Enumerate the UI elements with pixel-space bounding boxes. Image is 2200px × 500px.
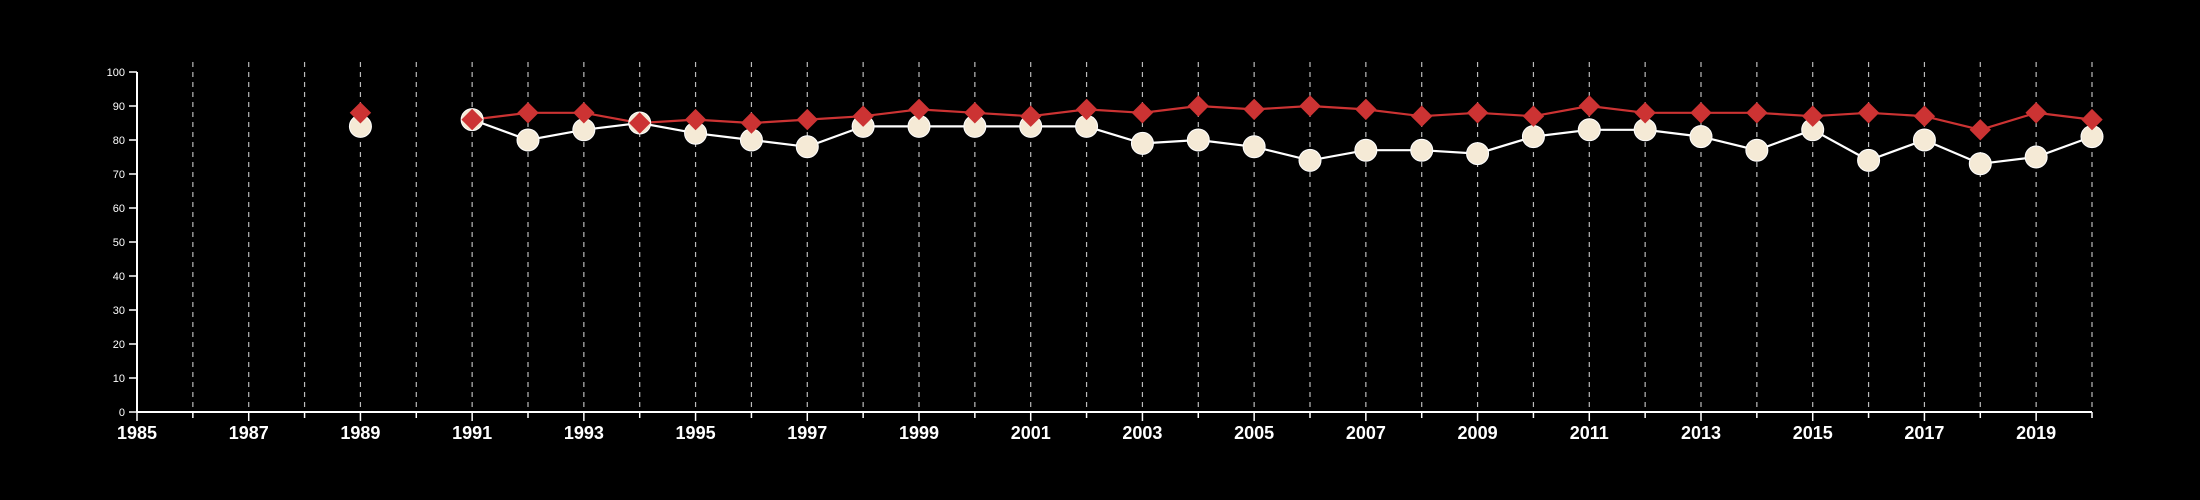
x-tick-label-2005: 2005	[1234, 423, 1274, 443]
point-circle-2009	[1466, 142, 1490, 166]
x-tick-label-2017: 2017	[1904, 423, 1944, 443]
series-0-markers	[349, 95, 2103, 141]
point-diamond-1998	[852, 105, 874, 127]
point-diamond-2018	[1969, 119, 1991, 141]
vertical-gridlines	[192, 62, 2093, 412]
y-tick-label-30: 30	[113, 305, 125, 317]
point-diamond-1993	[573, 102, 595, 124]
x-tick-label-1997: 1997	[787, 423, 827, 443]
point-diamond-2006	[1299, 95, 1321, 117]
point-diamond-2005	[1243, 98, 1265, 121]
x-tick-label-2015: 2015	[1793, 423, 1833, 443]
point-circle-2013	[1689, 125, 1713, 149]
point-circle-2005	[1242, 135, 1266, 159]
series-layer	[348, 95, 2104, 176]
x-tick-label-1991: 1991	[452, 423, 492, 443]
x-axis: 1985 1987 1989 1991 1993 1995 1997 1999 2001 2003…	[117, 411, 2093, 443]
point-diamond-2010	[1522, 105, 1545, 127]
point-diamond-2011	[1578, 95, 1600, 117]
y-axis: 0 10 20 30 40 50 60 70 80 90 100	[107, 67, 138, 419]
point-circle-2016	[1857, 148, 1881, 172]
point-diamond-2000	[964, 102, 986, 124]
point-diamond-2004	[1187, 95, 1209, 117]
y-tick-label-40: 40	[113, 271, 125, 283]
x-tick-label-1987: 1987	[229, 423, 269, 443]
y-tick-label-90: 90	[113, 101, 125, 113]
y-tick-label-60: 60	[113, 203, 125, 215]
point-diamond-1994	[629, 112, 651, 134]
point-diamond-2014	[1746, 102, 1768, 124]
y-tick-label-20: 20	[113, 339, 125, 351]
y-tick-label-100: 100	[107, 67, 125, 79]
y-tick-label-70: 70	[113, 169, 125, 181]
x-tick-label-1985: 1985	[117, 423, 157, 443]
x-tick-label-2013: 2013	[1681, 423, 1721, 443]
x-tick-label-1989: 1989	[340, 423, 380, 443]
point-circle-1992	[516, 128, 540, 152]
y-tick-label-50: 50	[113, 237, 125, 249]
x-tick-label-2003: 2003	[1122, 423, 1162, 443]
point-circle-2003	[1130, 131, 1154, 155]
point-circle-2004	[1186, 128, 1210, 152]
x-tick-label-2001: 2001	[1011, 423, 1051, 443]
point-diamond-2017	[1913, 105, 1936, 127]
point-diamond-1997	[796, 108, 818, 131]
point-diamond-2015	[1802, 105, 1824, 127]
point-circle-2007	[1354, 138, 1378, 162]
point-diamond-2016	[1857, 102, 1880, 124]
point-diamond-2013	[1690, 102, 1712, 124]
point-circle-2006	[1298, 148, 1322, 172]
point-diamond-1999	[908, 98, 930, 121]
point-circle-1997	[795, 135, 819, 159]
point-diamond-2003	[1131, 102, 1154, 124]
x-tick-label-2009: 2009	[1458, 423, 1498, 443]
point-diamond-1995	[684, 108, 707, 131]
y-tick-label-0: 0	[119, 407, 125, 419]
point-diamond-1992	[517, 102, 539, 124]
point-circle-2008	[1410, 138, 1434, 162]
point-circle-2019	[2024, 145, 2048, 169]
series-1-markers	[348, 108, 2104, 176]
point-diamond-2019	[2025, 102, 2047, 124]
x-tick-label-2019: 2019	[2016, 423, 2056, 443]
point-diamond-2020	[2081, 108, 2103, 131]
y-tick-label-80: 80	[113, 135, 125, 147]
point-diamond-1989	[349, 102, 372, 124]
x-tick-label-1993: 1993	[564, 423, 604, 443]
point-circle-2010	[1521, 125, 1545, 149]
point-circle-2014	[1745, 138, 1769, 162]
point-circle-2011	[1577, 118, 1601, 142]
point-diamond-2009	[1466, 102, 1489, 124]
point-diamond-1996	[740, 112, 763, 134]
point-diamond-1991	[461, 108, 483, 131]
x-tick-label-1995: 1995	[676, 423, 716, 443]
point-diamond-2007	[1355, 98, 1377, 121]
point-diamond-2002	[1075, 98, 1098, 121]
point-diamond-2008	[1411, 105, 1433, 127]
x-tick-label-2007: 2007	[1346, 423, 1386, 443]
point-diamond-2001	[1020, 105, 1042, 127]
point-diamond-2012	[1634, 102, 1656, 124]
point-circle-2018	[1968, 152, 1992, 176]
x-tick-label-1999: 1999	[899, 423, 939, 443]
y-tick-label-10: 10	[113, 373, 125, 385]
x-tick-label-2011: 2011	[1570, 423, 1609, 443]
point-circle-2017	[1912, 128, 1936, 152]
